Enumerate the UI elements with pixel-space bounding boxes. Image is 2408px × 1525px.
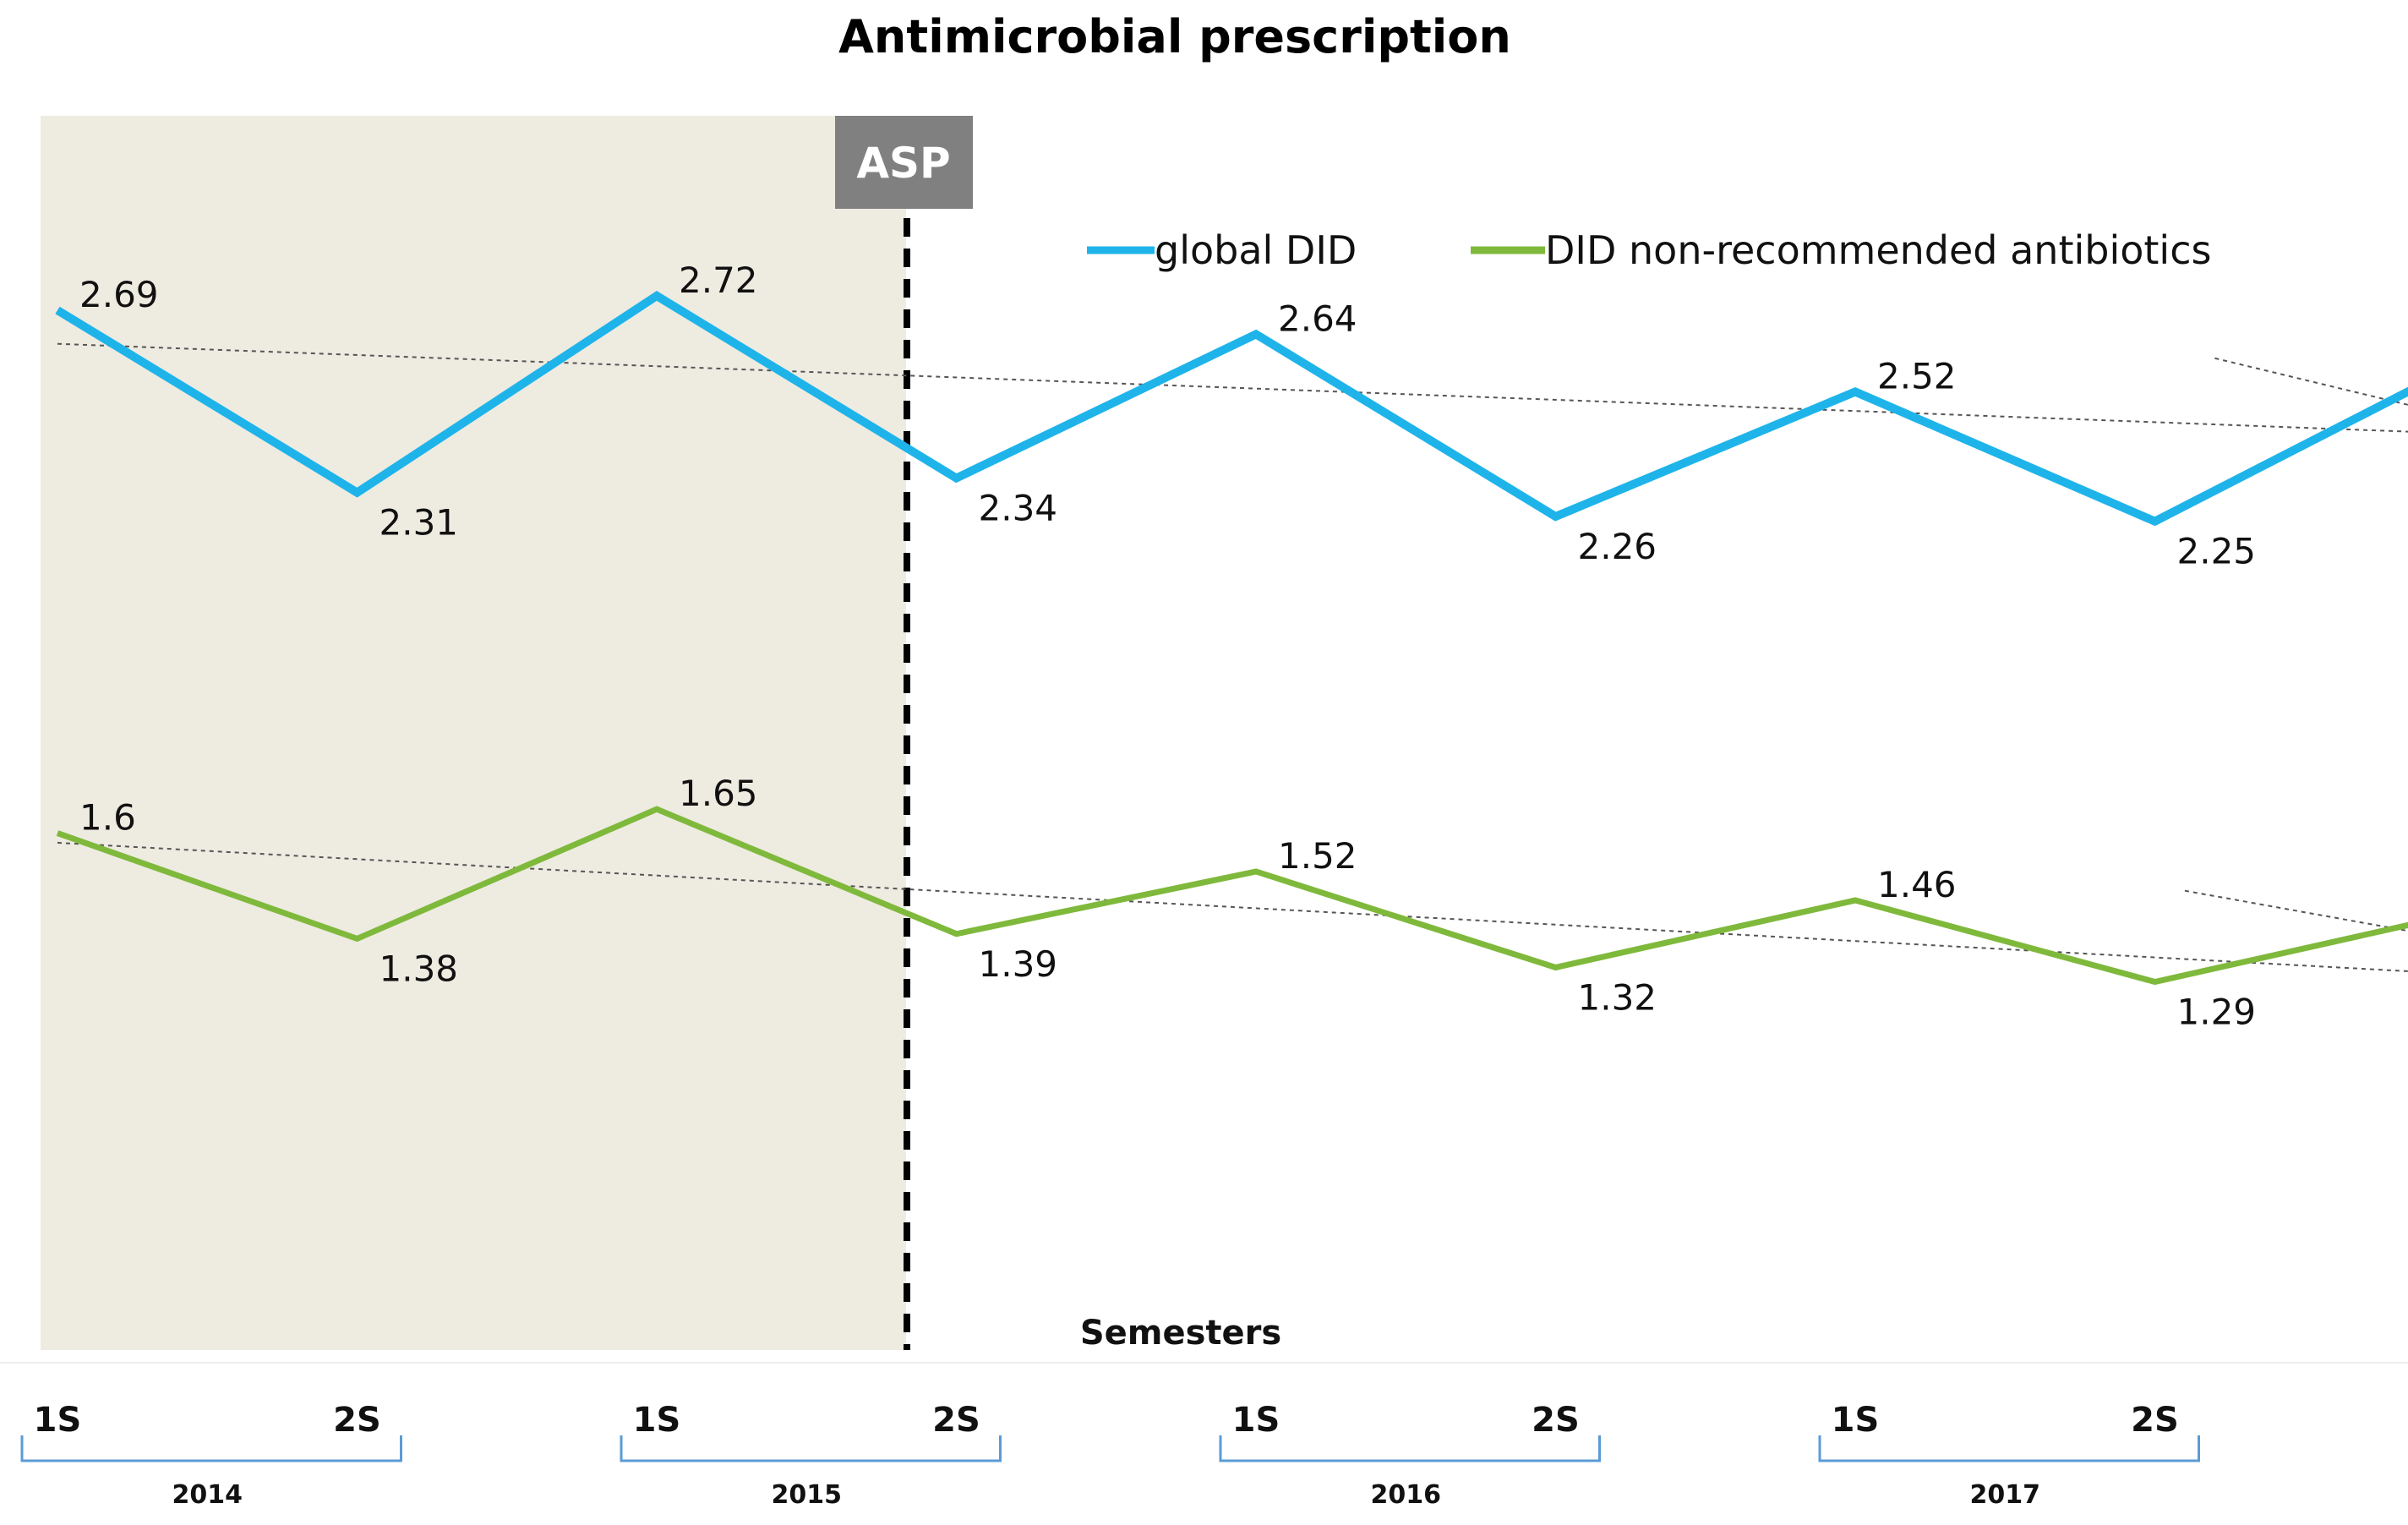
data-label-nonrec-5: 1.32 (1578, 976, 1657, 1018)
year-bracket (20, 1435, 402, 1462)
chart-title: Antimicrobial prescription (838, 10, 1511, 63)
legend-label-non-recommended: DID non-recommended antibiotics (1545, 227, 2211, 273)
asp-label: ASP (856, 139, 950, 188)
x-axis: 1S2S1S2S1S2S1S2S1S2S1S2S1S2S1S2S20142015… (20, 1401, 2200, 1510)
data-label-nonrec-7: 1.29 (2177, 992, 2257, 1033)
series-line-non-recommended (56, 806, 2408, 986)
semester-tick-label: 1S (1832, 1401, 1880, 1440)
trendlines (57, 342, 2408, 972)
year-label: 2014 (172, 1480, 243, 1510)
trendline-3 (2184, 889, 2408, 932)
year-bracket (620, 1435, 1002, 1462)
year-label: 2016 (1371, 1480, 1442, 1510)
year-label: 2017 (1970, 1480, 2041, 1510)
data-label-global-1: 2.31 (379, 502, 459, 544)
year-label: 2015 (772, 1480, 843, 1510)
data-label-global-4: 2.64 (1278, 298, 1357, 339)
legend: global DID DID non-recommended antibioti… (1087, 227, 2211, 273)
data-label-nonrec-4: 1.52 (1278, 835, 1357, 877)
semester-tick-label: 2S (1532, 1401, 1580, 1440)
data-series (55, 291, 2408, 986)
data-label-nonrec-3: 1.39 (979, 943, 1058, 985)
semester-tick-label: 1S (1232, 1401, 1280, 1440)
data-label-global-2: 2.72 (679, 260, 758, 301)
data-label-nonrec-1: 1.38 (379, 948, 459, 989)
semester-tick-label: 2S (2131, 1401, 2179, 1440)
x-axis-title: Semesters (1080, 1314, 1281, 1353)
pre-asp-shaded-region (41, 116, 906, 1350)
year-bracket (1818, 1435, 2200, 1462)
semester-tick-label: 2S (932, 1401, 980, 1440)
data-label-global-7: 2.25 (2177, 531, 2257, 572)
data-label-nonrec-6: 1.46 (1877, 864, 1957, 905)
data-label-global-3: 2.34 (979, 488, 1058, 529)
series-line-global-did (55, 291, 2408, 527)
data-labels: 2.692.312.722.342.642.262.522.252.572.12… (79, 260, 2257, 1033)
data-label-global-6: 2.52 (1877, 355, 1957, 396)
asp-label-box (835, 116, 973, 209)
semester-tick-label: 1S (34, 1401, 82, 1440)
data-label-nonrec-2: 1.65 (679, 773, 758, 814)
data-label-global-5: 2.26 (1578, 526, 1657, 567)
year-bracket (1219, 1435, 1601, 1462)
legend-label-global-did: global DID (1155, 227, 1357, 273)
data-label-nonrec-0: 1.6 (79, 797, 136, 839)
semester-tick-label: 1S (633, 1401, 681, 1440)
data-label-global-0: 2.69 (79, 274, 159, 315)
trendline-0 (57, 342, 2408, 433)
semester-tick-label: 2S (333, 1401, 381, 1440)
